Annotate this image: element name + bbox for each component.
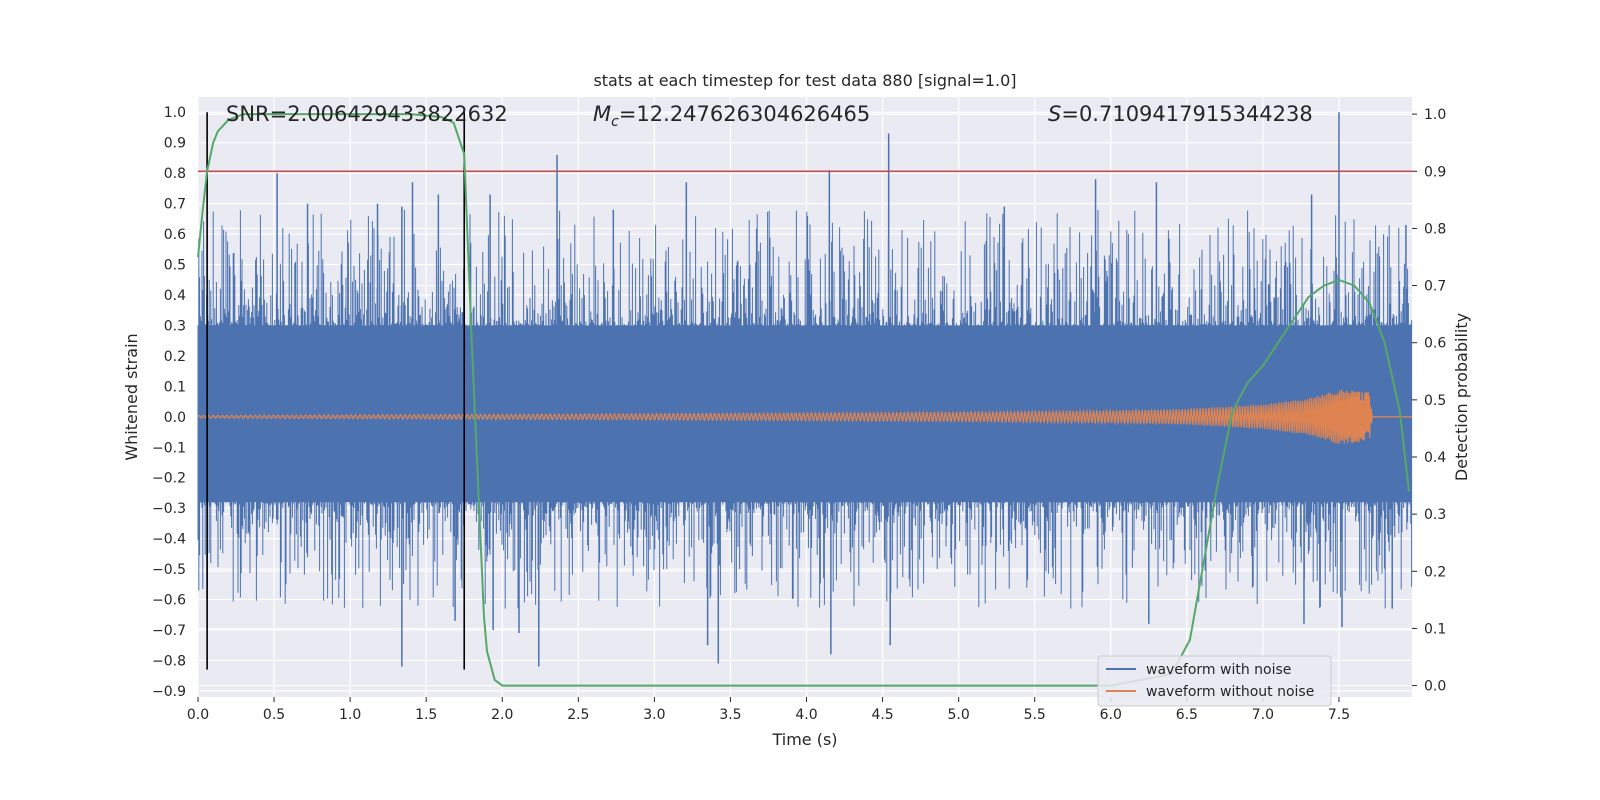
clean-trace — [197, 389, 1373, 444]
y-tick-label-left: 0.0 — [164, 410, 186, 426]
chirp-mass-value: =12.247626304626465 — [619, 102, 870, 126]
score-annotation: S=0.7109417915344238 — [1048, 102, 1313, 126]
chirp-mass-subscript: c — [611, 114, 619, 130]
x-tick-label: 6.5 — [1176, 707, 1198, 723]
x-tick-label: 0.0 — [187, 707, 209, 723]
overlay-lines — [197, 112, 1412, 687]
x-tick-label: 7.5 — [1328, 707, 1350, 723]
y-tick-label-right: 0.3 — [1424, 507, 1446, 523]
x-tick-label: 4.0 — [795, 707, 817, 723]
legend-label-clean: waveform without noise — [1146, 684, 1314, 700]
y-tick-label-right: 0.0 — [1424, 679, 1446, 695]
y-tick-label-right: 0.2 — [1424, 564, 1446, 580]
y-tick-label-right: 0.9 — [1424, 164, 1446, 180]
legend-label-noise: waveform with noise — [1146, 662, 1291, 678]
y-tick-label-left: 1.0 — [164, 105, 186, 121]
score-value: =0.7109417915344238 — [1061, 102, 1312, 126]
detection-probability-line — [197, 113, 1410, 687]
y-tick-label-left: −0.1 — [152, 440, 186, 456]
chirp-mass-symbol: M — [593, 102, 611, 126]
y-tick-label-left: −0.9 — [152, 684, 186, 700]
y-tick-label-left: −0.2 — [152, 471, 186, 487]
score-symbol: S — [1048, 102, 1061, 126]
x-tick-label: 2.0 — [491, 707, 513, 723]
x-tick-label: 3.5 — [719, 707, 741, 723]
y-tick-label-left: −0.5 — [152, 562, 186, 578]
y-tick-label-left: −0.4 — [152, 532, 186, 548]
y-tick-label-left: 0.7 — [164, 197, 186, 213]
y-tick-label-left: 0.5 — [164, 258, 186, 274]
y-tick-label-left: 0.6 — [164, 227, 186, 243]
y-tick-label-left: −0.6 — [152, 593, 186, 609]
x-tick-label: 2.5 — [567, 707, 589, 723]
y-tick-label-right: 0.8 — [1424, 221, 1446, 237]
x-tick-label: 0.5 — [263, 707, 285, 723]
y-tick-label-left: 0.2 — [164, 349, 186, 365]
y-axis-title-left: Whitened strain — [122, 333, 141, 460]
y-tick-label-right: 0.1 — [1424, 621, 1446, 637]
y-tick-label-right: 0.4 — [1424, 450, 1446, 466]
x-tick-label: 7.0 — [1252, 707, 1274, 723]
x-tick-label: 5.5 — [1024, 707, 1046, 723]
x-tick-label: 5.0 — [948, 707, 970, 723]
x-axis-title: Time (s) — [771, 730, 837, 749]
y-tick-label-left: 0.4 — [164, 288, 186, 304]
y-tick-label-left: 0.8 — [164, 166, 186, 182]
chirp-mass-annotation: Mc=12.247626304626465 — [593, 102, 870, 130]
chart-title: stats at each timestep for test data 880… — [593, 71, 1016, 90]
legend: waveform with noise waveform without noi… — [1097, 655, 1332, 707]
x-tick-label: 3.0 — [643, 707, 665, 723]
y-tick-label-left: −0.3 — [152, 501, 186, 517]
x-tick-label: 1.0 — [339, 707, 361, 723]
x-tick-label: 6.0 — [1100, 707, 1122, 723]
legend-box — [1097, 655, 1332, 707]
snr-annotation: SNR=2.006429433822632 — [226, 102, 508, 126]
y-tick-label-left: 0.3 — [164, 318, 186, 334]
y-tick-label-left: 0.1 — [164, 379, 186, 395]
y-tick-label-left: −0.7 — [152, 623, 186, 639]
y-axis-title-right: Detection probability — [1452, 313, 1471, 481]
axes: 0.0 0.5 1.0 1.5 2.0 2.5 3.0 3.5 4.0 4.5 5.0 5.5 6.0 6… — [152, 105, 1446, 723]
series-waveform-without-noise — [197, 389, 1412, 444]
y-tick-label-left: −0.8 — [152, 653, 186, 669]
y-tick-label-right: 1.0 — [1424, 107, 1446, 123]
x-tick-label: 1.5 — [415, 707, 437, 723]
y-tick-label-right: 0.6 — [1424, 336, 1446, 352]
y-tick-label-right: 0.5 — [1424, 393, 1446, 409]
x-tick-label: 4.5 — [871, 707, 893, 723]
y-tick-label-left: 0.9 — [164, 136, 186, 152]
y-tick-label-right: 0.7 — [1424, 279, 1446, 295]
